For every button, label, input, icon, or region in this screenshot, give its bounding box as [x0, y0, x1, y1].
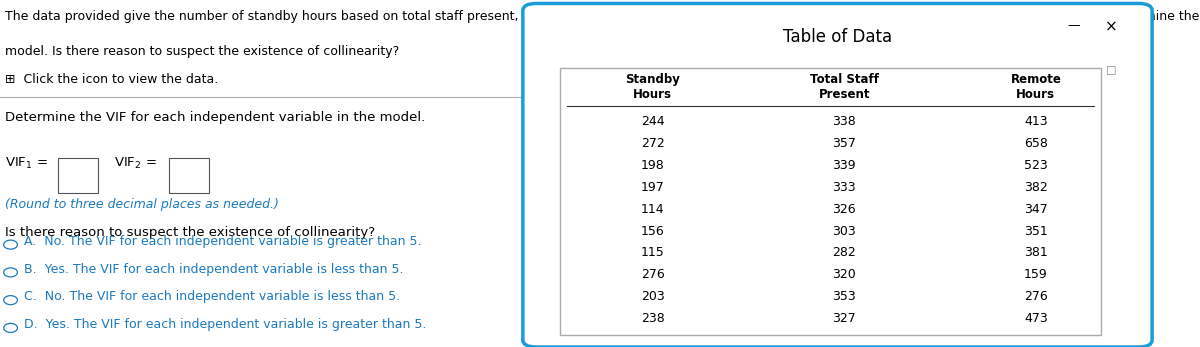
FancyBboxPatch shape [58, 158, 97, 193]
Text: 115: 115 [641, 246, 665, 259]
Text: 338: 338 [833, 115, 856, 128]
Text: ×: × [1105, 19, 1117, 34]
Text: 156: 156 [641, 225, 665, 237]
Text: Determine the VIF for each independent variable in the model.: Determine the VIF for each independent v… [5, 111, 426, 124]
Text: 276: 276 [641, 268, 665, 281]
Text: 523: 523 [1024, 159, 1048, 172]
Text: model. Is there reason to suspect the existence of collinearity?: model. Is there reason to suspect the ex… [5, 45, 400, 58]
Text: 351: 351 [1024, 225, 1048, 237]
Circle shape [4, 268, 18, 277]
FancyBboxPatch shape [523, 3, 1152, 347]
Text: 382: 382 [1024, 181, 1048, 194]
Text: 238: 238 [641, 312, 665, 325]
Text: Is there reason to suspect the existence of collinearity?: Is there reason to suspect the existence… [5, 226, 376, 238]
Text: 333: 333 [833, 181, 856, 194]
Text: Standby
Hours: Standby Hours [625, 73, 680, 101]
Text: VIF$_1$ =: VIF$_1$ = [5, 156, 48, 171]
Text: 272: 272 [641, 137, 665, 150]
Text: B.  Yes. The VIF for each independent variable is less than 5.: B. Yes. The VIF for each independent var… [24, 263, 403, 276]
Text: (Round to three decimal places as needed.): (Round to three decimal places as needed… [5, 198, 280, 211]
Text: 353: 353 [833, 290, 856, 303]
Text: 347: 347 [1024, 203, 1048, 215]
Text: 658: 658 [1024, 137, 1048, 150]
Circle shape [4, 296, 18, 305]
Text: 198: 198 [641, 159, 665, 172]
Text: ⊞  Click the icon to view the data.: ⊞ Click the icon to view the data. [5, 73, 218, 86]
Text: 413: 413 [1024, 115, 1048, 128]
FancyBboxPatch shape [560, 68, 1100, 335]
Circle shape [4, 240, 18, 249]
Text: 282: 282 [833, 246, 856, 259]
Text: 303: 303 [833, 225, 856, 237]
Text: 326: 326 [833, 203, 856, 215]
FancyBboxPatch shape [169, 158, 209, 193]
Text: VIF$_2$ =: VIF$_2$ = [114, 156, 156, 171]
Text: Remote
Hours: Remote Hours [1010, 73, 1061, 101]
Text: A.  No. The VIF for each independent variable is greater than 5.: A. No. The VIF for each independent vari… [24, 235, 421, 248]
Text: 357: 357 [833, 137, 857, 150]
Text: 197: 197 [641, 181, 665, 194]
Circle shape [4, 323, 18, 332]
Text: Total Staff
Present: Total Staff Present [810, 73, 878, 101]
Text: 320: 320 [833, 268, 856, 281]
Text: 114: 114 [641, 203, 665, 215]
Text: The data provided give the number of standby hours based on total staff present,: The data provided give the number of sta… [5, 10, 1200, 23]
Text: 327: 327 [833, 312, 856, 325]
Text: Table of Data: Table of Data [782, 28, 892, 46]
Text: 473: 473 [1024, 312, 1048, 325]
Text: D.  Yes. The VIF for each independent variable is greater than 5.: D. Yes. The VIF for each independent var… [24, 318, 426, 331]
Text: 159: 159 [1024, 268, 1048, 281]
Text: 203: 203 [641, 290, 665, 303]
Text: C.  No. The VIF for each independent variable is less than 5.: C. No. The VIF for each independent vari… [24, 290, 400, 303]
Text: □: □ [1106, 64, 1116, 74]
Text: 381: 381 [1024, 246, 1048, 259]
Text: 244: 244 [641, 115, 665, 128]
Text: 276: 276 [1024, 290, 1048, 303]
Text: —: — [1067, 19, 1080, 32]
Text: 339: 339 [833, 159, 856, 172]
